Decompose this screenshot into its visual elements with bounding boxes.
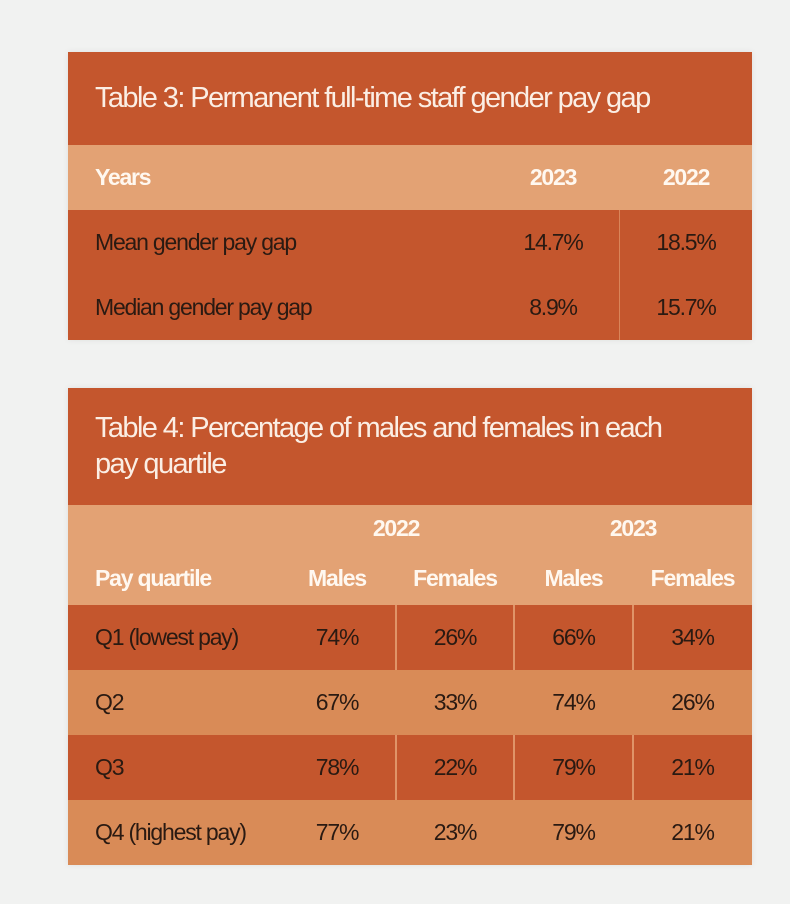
table-row: Q4 (highest pay) 77% 23% 79% 21%	[68, 800, 752, 865]
cell-value: 22%	[433, 754, 478, 780]
cell-value: 67%	[315, 689, 360, 715]
table-row: Mean gender pay gap 14.7% 18.5%	[68, 210, 752, 275]
row-label: Q2	[95, 689, 125, 715]
cell-value: 26%	[433, 624, 478, 650]
cell-value: 14.7%	[523, 229, 583, 255]
table-3: Table 3: Permanent full-time staff gende…	[68, 52, 752, 340]
cell-value: 74%	[315, 624, 360, 650]
cell-value: 21%	[671, 819, 715, 845]
cell-value: 18.5%	[656, 229, 716, 255]
cell-value: 77%	[315, 819, 360, 845]
table-row: Q1 (lowest pay) 74% 26% 66% 34%	[68, 605, 752, 670]
cell-value: 33%	[433, 689, 478, 715]
table-4-title-line-2: pay quartile	[95, 448, 227, 480]
cell-value: 26%	[671, 689, 715, 715]
cell-value: 78%	[315, 754, 360, 780]
header-year-2023: 2023	[609, 514, 658, 541]
cell-value: 34%	[671, 624, 715, 650]
cell-value: 8.9%	[529, 294, 578, 320]
table-4-title-line-1: Table 4: Percentage of males and females…	[95, 412, 663, 444]
cell-value: 79%	[552, 754, 596, 780]
cell-value: 74%	[552, 689, 596, 715]
row-label: Mean gender pay gap	[95, 229, 297, 255]
header-2022: 2022	[662, 164, 711, 190]
table-3-title: Table 3: Permanent full-time staff gende…	[68, 52, 752, 145]
table-row: Median gender pay gap 8.9% 15.7%	[68, 275, 752, 340]
header-females-2022: Females	[413, 564, 498, 591]
header-males-2023: Males	[544, 564, 604, 591]
row-label: Q4 (highest pay)	[95, 819, 247, 845]
cell-value: 79%	[552, 819, 596, 845]
cell-value: 66%	[552, 624, 596, 650]
row-label: Median gender pay gap	[95, 294, 313, 320]
table-row: Q3 78% 22% 79% 21%	[68, 735, 752, 800]
row-label: Q1 (lowest pay)	[95, 624, 239, 650]
row-label: Q3	[95, 754, 125, 780]
header-years: Years	[95, 164, 152, 190]
header-2023: 2023	[529, 164, 578, 190]
table-row: Q2 67% 33% 74% 26%	[68, 670, 752, 735]
table-3-body: Mean gender pay gap 14.7% 18.5% Median g…	[68, 210, 752, 340]
table-4-title: Table 4: Percentage of males and females…	[68, 388, 752, 505]
header-males-2022: Males	[308, 564, 367, 591]
table-4-header: 2022 2023 Pay quartile Males Females Mal…	[68, 505, 752, 605]
header-year-2022: 2022	[372, 514, 421, 541]
cell-value: 15.7%	[656, 294, 716, 320]
header-females-2023: Females	[650, 564, 736, 591]
table-3-header: Years 2023 2022	[68, 145, 752, 210]
cell-value: 23%	[433, 819, 478, 845]
cell-value: 21%	[671, 754, 715, 780]
header-pay-quartile: Pay quartile	[95, 564, 212, 591]
table-4: Table 4: Percentage of males and females…	[68, 388, 752, 865]
